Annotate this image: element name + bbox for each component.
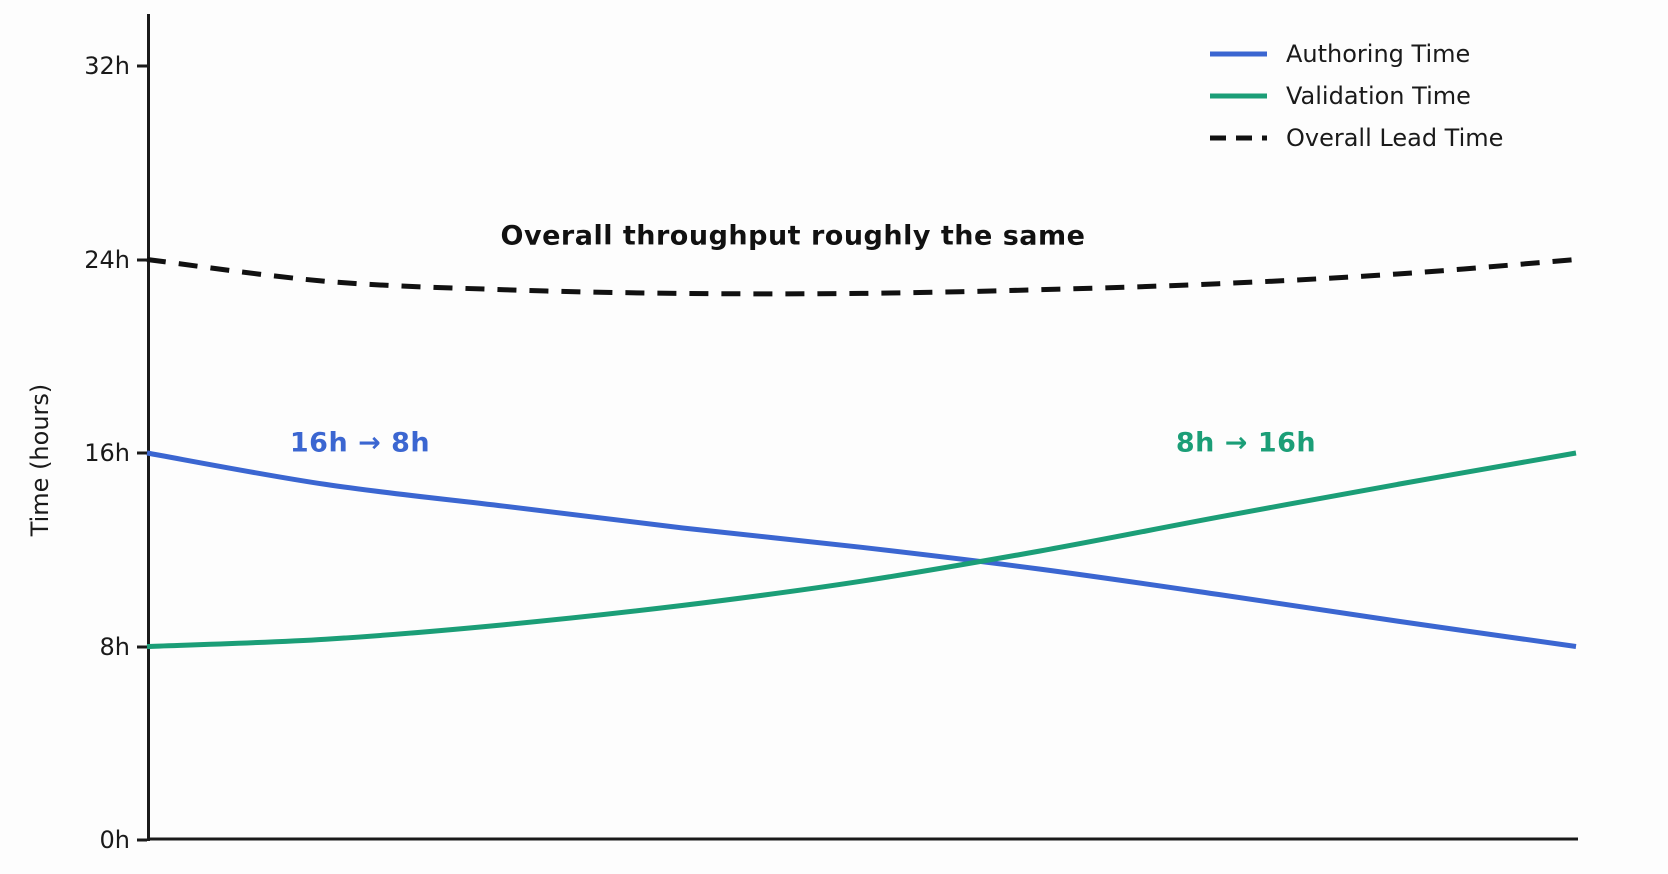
y-tick-label: 32h [84,52,130,80]
overall-dashed-swatch-icon [1210,134,1267,142]
annotation-authoring-change: 16h → 8h [289,427,431,459]
legend-item-validation: Validation Time [1210,75,1503,117]
y-tick-mark [137,451,147,455]
legend: Authoring Time Validation Time Overall L… [1210,33,1503,159]
y-tick-mark [137,645,147,648]
legend-label: Validation Time [1286,82,1471,110]
y-tick-label: 16h [84,439,130,467]
y-tick-mark [137,258,147,261]
y-tick-label: 8h [99,632,130,661]
legend-label: Overall Lead Time [1286,124,1504,152]
y-tick-label: 0h [99,826,130,854]
y-tick-mark [137,64,147,68]
annotation-overall-note: Overall throughput roughly the same [500,220,1086,252]
legend-item-overall: Overall Lead Time [1210,117,1503,159]
validation-line-swatch-icon [1210,92,1267,100]
y-tick-label: 24h [84,245,130,274]
legend-label: Authoring Time [1286,40,1471,68]
legend-item-authoring: Authoring Time [1210,33,1503,75]
annotation-validation-change: 8h → 16h [1175,427,1317,459]
y-tick-mark [137,838,147,842]
authoring-line-swatch-icon [1210,50,1267,58]
